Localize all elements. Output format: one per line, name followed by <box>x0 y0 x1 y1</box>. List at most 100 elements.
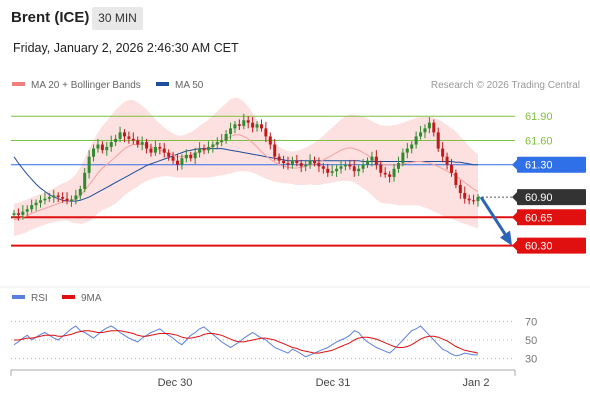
timestamp: Friday, January 2, 2026 2:46:30 AM CET <box>13 41 239 55</box>
candle-body <box>206 146 210 151</box>
candle-body <box>127 136 131 139</box>
bollinger-band <box>14 97 478 236</box>
candle-body <box>114 138 118 143</box>
rsi-ma-swatch <box>62 295 75 300</box>
candle-body <box>56 195 60 198</box>
candle-body <box>295 160 299 164</box>
candle-body <box>220 140 224 143</box>
candle-body <box>74 195 78 200</box>
level-tag-arrow-60.30 <box>512 240 517 251</box>
candle-body <box>436 132 440 149</box>
candle-body <box>87 156 91 173</box>
candle-body <box>118 132 122 139</box>
candle-body <box>441 148 445 157</box>
level-tag-60.65 <box>517 209 586 226</box>
candle-body <box>189 155 193 159</box>
rsi-ma-legend-label: 9MA <box>81 293 102 304</box>
candle-body <box>432 122 436 133</box>
x-tick-label: Dec 30 <box>158 377 193 389</box>
candle-body <box>366 160 370 165</box>
candle-body <box>339 166 343 169</box>
candle-body <box>136 140 140 145</box>
ma50-swatch <box>156 82 169 87</box>
candle-body <box>96 144 100 149</box>
candle-body <box>61 197 65 199</box>
candle-body <box>463 193 467 199</box>
candle-body <box>251 122 255 128</box>
candle-body <box>255 124 259 128</box>
candle-body <box>423 128 427 133</box>
header-bar: Brent (ICE) 30 MIN <box>0 0 590 34</box>
candle-body <box>383 172 387 175</box>
candle-body <box>277 156 281 161</box>
candle-body <box>273 144 277 157</box>
candle-body <box>162 148 166 153</box>
ma50-line <box>13 148 478 202</box>
level-label-60.65: 60.65 <box>525 212 553 224</box>
candle-body <box>242 120 246 126</box>
ma20-legend-label: MA 20 + Bollinger Bands <box>31 80 141 91</box>
candle-body <box>198 148 202 153</box>
legend-ma20: MA 20 + Bollinger Bands <box>12 80 141 91</box>
candle-body <box>326 168 330 173</box>
candle-body <box>330 171 334 173</box>
candle-body <box>299 163 303 167</box>
candle-body <box>215 142 219 145</box>
rsi-tick-70: 70 <box>525 316 537 328</box>
level-tag-arrow-61.30 <box>512 159 517 170</box>
candle-body <box>348 164 352 167</box>
candle-body <box>202 148 206 151</box>
rsi-swatch <box>12 295 25 300</box>
candle-body <box>467 198 471 201</box>
candle-body <box>184 155 188 159</box>
rsi-legend-label: RSI <box>31 293 48 304</box>
candle-body <box>100 144 104 151</box>
candle-body <box>304 164 308 167</box>
candle-body <box>286 163 290 165</box>
legend-rsi: RSI <box>12 293 48 304</box>
candle-body <box>30 205 34 210</box>
level-label-61.90: 61.90 <box>525 111 553 123</box>
candle-body <box>410 144 414 149</box>
rsi-tick-50: 50 <box>525 335 537 347</box>
candle-body <box>158 146 162 149</box>
level-tag-arrow-60.90 <box>512 192 517 203</box>
candle-body <box>476 197 480 202</box>
level-tag-61.30 <box>517 156 586 173</box>
candle-body <box>21 211 25 215</box>
candle-body <box>229 128 233 135</box>
candle-body <box>361 164 365 169</box>
candle-body <box>145 142 149 149</box>
candle-body <box>268 136 272 145</box>
candle-body <box>140 142 144 145</box>
candle-body <box>405 148 409 153</box>
candle-body <box>211 144 215 147</box>
candle-body <box>34 202 38 206</box>
timeframe-button[interactable]: 30 MIN <box>92 7 143 30</box>
level-label-60.30: 60.30 <box>525 241 553 253</box>
candle-body <box>321 166 325 169</box>
candle-body <box>180 158 184 165</box>
candle-body <box>312 160 316 164</box>
candle-body <box>357 168 361 172</box>
candle-body <box>388 174 392 177</box>
level-tag-60.90 <box>517 189 586 206</box>
candle-body <box>78 189 82 196</box>
candle-body <box>370 156 374 161</box>
candle-body <box>472 200 476 202</box>
candle-body <box>445 156 449 165</box>
candle-body <box>122 132 126 137</box>
level-label-61.30: 61.30 <box>525 160 553 172</box>
candle-body <box>237 124 241 126</box>
candle-body <box>419 132 423 137</box>
candle-body <box>308 160 312 165</box>
research-credit: Research © 2026 Trading Central <box>430 80 580 91</box>
candle-body <box>282 160 286 164</box>
legend-ma50: MA 50 <box>156 80 203 91</box>
x-tick-label: Jan 2 <box>463 377 490 389</box>
rsi-series-9ma <box>14 330 479 354</box>
ma20-swatch <box>12 82 25 87</box>
candle-body <box>414 136 418 145</box>
candle-body <box>343 164 347 167</box>
